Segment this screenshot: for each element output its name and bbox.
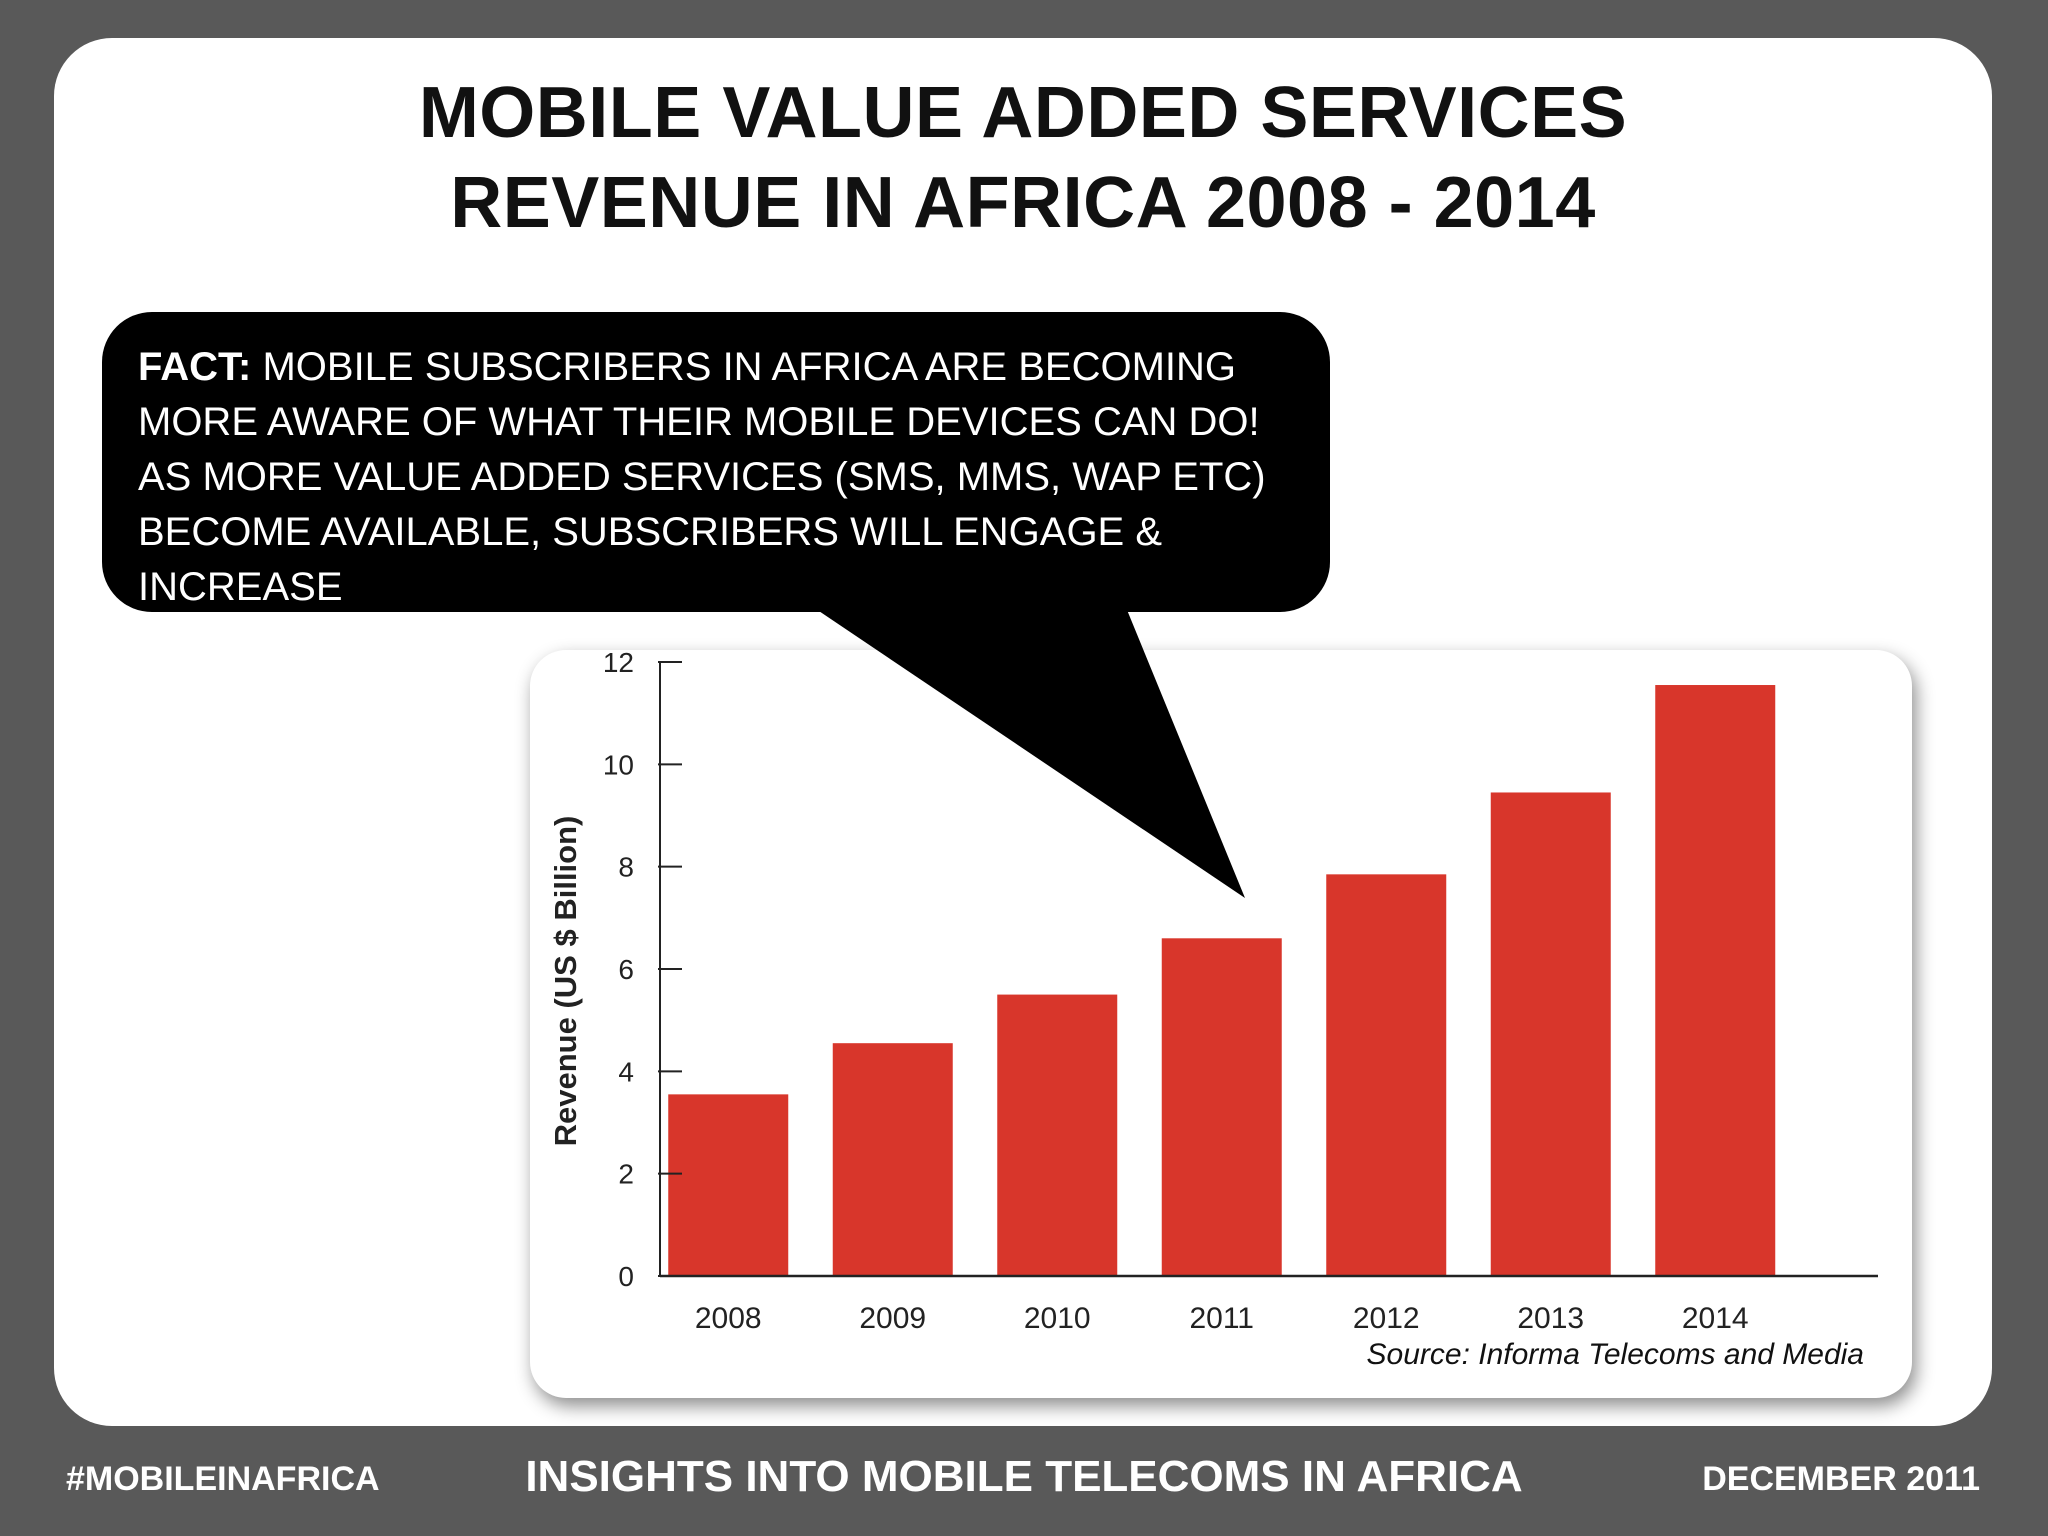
x-tick-label-2008: 2008 [695, 1302, 762, 1335]
callout-label: FACT: [138, 345, 252, 389]
y-tick-label-8: 8 [618, 852, 634, 883]
callout-body: MOBILE SUBSCRIBERS IN AFRICA ARE BECOMIN… [138, 345, 1266, 609]
bar-2013 [1490, 792, 1611, 1276]
chart-card: 0 2 4 6 8 10 12 2008 2009 2010 2011 2012 2013 2014 Rev… [530, 650, 1912, 1398]
x-tick-label-2013: 2013 [1517, 1302, 1584, 1335]
x-tick-label-2011: 2011 [1189, 1302, 1254, 1335]
bar-2008 [668, 1094, 789, 1276]
x-tick-label-2010: 2010 [1024, 1302, 1091, 1335]
y-tick-label-0: 0 [618, 1261, 634, 1292]
bar-2014 [1655, 685, 1776, 1276]
y-axis-title: Revenue (US $ Billion) [548, 816, 583, 1147]
x-tick-label-2009: 2009 [859, 1302, 926, 1335]
y-tick-label-10: 10 [603, 749, 634, 780]
footer-hashtag: #MOBILEINAFRICA [66, 1460, 380, 1498]
source-note: Source: Informa Telecoms and Media [1366, 1338, 1864, 1371]
x-tick-label-2014: 2014 [1682, 1302, 1749, 1335]
callout-text: FACT: MOBILE SUBSCRIBERS IN AFRICA ARE B… [138, 340, 1308, 615]
bar-2011 [1161, 938, 1282, 1276]
footer-date: DECEMBER 2011 [1702, 1460, 1980, 1498]
bar-2010 [997, 994, 1118, 1276]
bar-2009 [832, 1043, 953, 1276]
y-tick-label-6: 6 [618, 954, 634, 985]
y-tick-label-2: 2 [618, 1159, 634, 1190]
y-tick-label-4: 4 [618, 1056, 634, 1087]
x-tick-label-2012: 2012 [1353, 1302, 1420, 1335]
fact-callout [102, 312, 1330, 612]
bar-2012 [1326, 874, 1447, 1276]
bar-chart: 0 2 4 6 8 10 12 2008 2009 2010 2011 2012 2013 2014 Rev… [548, 650, 1878, 1335]
slide-title: MOBILE VALUE ADDED SERVICES REVENUE IN A… [54, 68, 1992, 248]
footer-tagline: INSIGHTS INTO MOBILE TELECOMS IN AFRICA [525, 1452, 1523, 1501]
title-line-1: MOBILE VALUE ADDED SERVICES [418, 73, 1628, 153]
y-tick-label-12: 12 [603, 650, 634, 678]
title-line-2: REVENUE IN AFRICA 2008 - 2014 [450, 163, 1596, 243]
